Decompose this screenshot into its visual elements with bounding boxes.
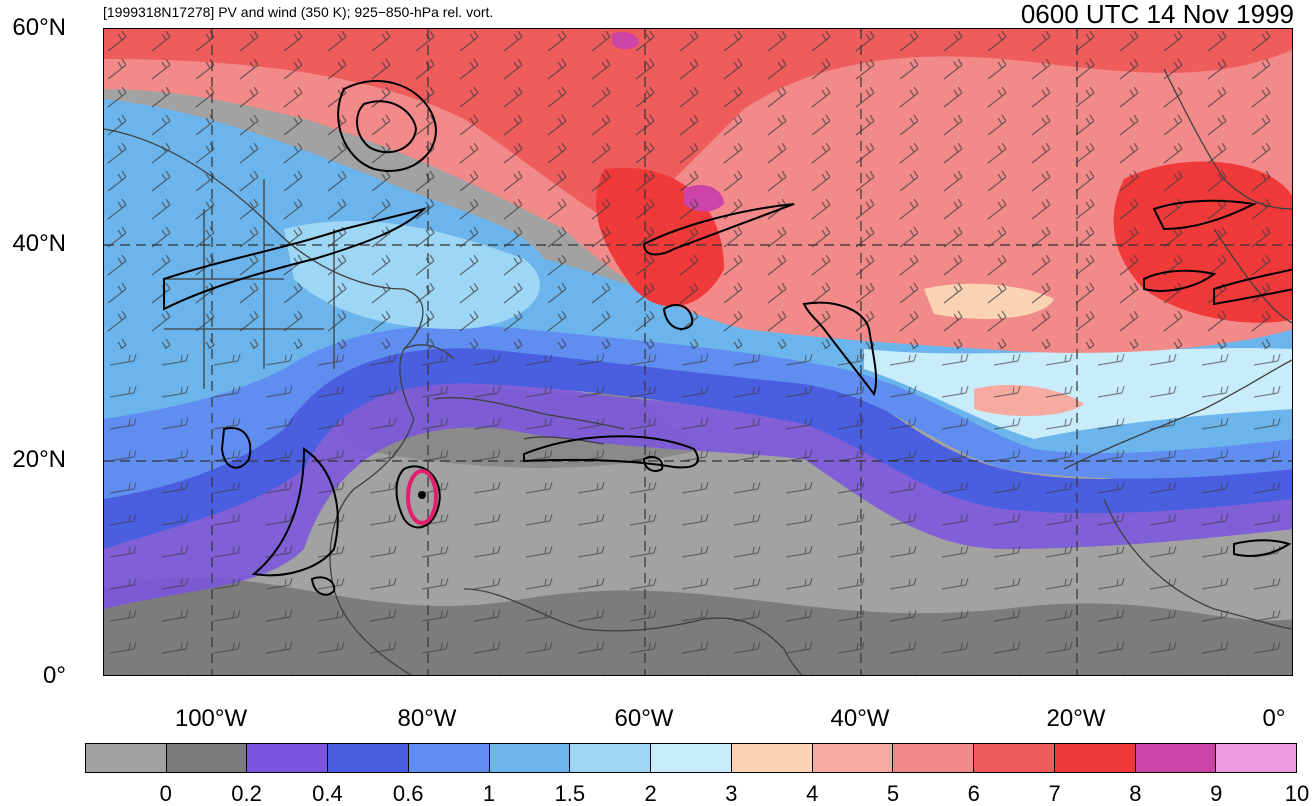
lat-label-20n: 20°N bbox=[12, 446, 66, 473]
colorbar-swatch bbox=[1135, 744, 1217, 772]
colorbar-swatch bbox=[974, 744, 1055, 772]
colorbar-tick-label: 5 bbox=[886, 781, 900, 806]
colorbar-swatch bbox=[408, 744, 490, 772]
colorbar-swatch bbox=[1216, 744, 1297, 772]
colorbar-tick-label: 0.6 bbox=[392, 781, 424, 806]
graticule bbox=[104, 29, 1292, 675]
lon-label-100w: 100°W bbox=[174, 705, 248, 732]
colorbar bbox=[85, 743, 1297, 773]
colorbar-swatch bbox=[812, 744, 894, 772]
colorbar-swatch bbox=[489, 744, 571, 772]
colorbar-tick-label: 10 bbox=[1284, 781, 1310, 806]
colorbar-swatch bbox=[1054, 744, 1136, 772]
colorbar-tick-label: 9 bbox=[1210, 781, 1223, 806]
colorbar-swatch bbox=[86, 744, 167, 772]
lat-label-0: 0° bbox=[43, 662, 66, 689]
colorbar-swatch bbox=[166, 744, 248, 772]
lon-label-20w: 20°W bbox=[1046, 705, 1106, 732]
colorbar-swatch bbox=[570, 744, 652, 772]
storm-center-marker bbox=[406, 469, 438, 525]
colorbar-tick-label: 1.5 bbox=[554, 781, 586, 806]
colorbar-swatch bbox=[651, 744, 732, 772]
plot-valid-time: 0600 UTC 14 Nov 1999 bbox=[1020, 0, 1294, 29]
lon-label-40w: 40°W bbox=[830, 705, 890, 732]
wind-barbs-south bbox=[104, 349, 1292, 675]
map-plot bbox=[104, 29, 1292, 675]
colorbar-swatch bbox=[893, 744, 975, 772]
map-panel bbox=[103, 28, 1293, 676]
colorbar-swatch bbox=[247, 744, 329, 772]
lon-label-0: 0° bbox=[1262, 705, 1286, 732]
lon-label-60w: 60°W bbox=[614, 705, 674, 732]
colorbar-tick-label: 1 bbox=[482, 781, 496, 806]
plot-left-title: [1999318N17278] PV and wind (350 K); 925… bbox=[103, 4, 494, 20]
colorbar-tick-label: 0.2 bbox=[231, 781, 262, 806]
colorbar-tick-label: 8 bbox=[1129, 781, 1142, 806]
colorbar-swatch bbox=[731, 744, 813, 772]
wind-barbs-north bbox=[104, 29, 1292, 349]
colorbar-swatch bbox=[328, 744, 409, 772]
colorbar-tick-label: 6 bbox=[967, 781, 980, 806]
colorbar-tick-label: 7 bbox=[1048, 781, 1061, 806]
colorbar-tick-label: 4 bbox=[806, 781, 819, 806]
colorbar-tick-label: 2 bbox=[644, 781, 657, 806]
lat-label-60n: 60°N bbox=[12, 14, 66, 41]
colorbar-tick-label: 0 bbox=[159, 781, 172, 806]
colorbar-tick-label: 0.4 bbox=[312, 781, 343, 806]
lat-label-40n: 40°N bbox=[12, 230, 66, 257]
colorbar-tick-label: 3 bbox=[725, 781, 738, 806]
lon-label-80w: 80°W bbox=[397, 705, 457, 732]
